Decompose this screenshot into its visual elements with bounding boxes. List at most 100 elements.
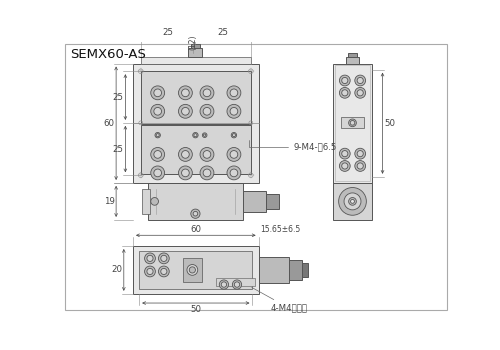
Circle shape (355, 88, 366, 98)
Bar (142, 189, 150, 214)
Circle shape (154, 107, 162, 115)
Circle shape (151, 147, 164, 161)
Circle shape (144, 266, 156, 277)
Circle shape (355, 161, 366, 172)
Circle shape (204, 134, 206, 136)
Circle shape (147, 255, 153, 261)
Circle shape (348, 119, 356, 127)
Circle shape (158, 253, 169, 264)
Bar (341, 118, 364, 128)
Text: SEMX60-AS: SEMX60-AS (70, 48, 146, 61)
Circle shape (230, 89, 238, 97)
Circle shape (203, 169, 211, 177)
Text: 60: 60 (104, 119, 115, 128)
Circle shape (350, 199, 354, 203)
Circle shape (340, 75, 350, 86)
Circle shape (155, 133, 160, 138)
Circle shape (154, 169, 162, 177)
Circle shape (340, 161, 350, 172)
Circle shape (154, 89, 162, 97)
Bar (188, 48, 202, 57)
Circle shape (221, 282, 226, 287)
Circle shape (182, 169, 190, 177)
Bar (141, 71, 251, 124)
Circle shape (342, 163, 348, 169)
Circle shape (338, 188, 366, 215)
Circle shape (147, 268, 153, 274)
Bar (191, 43, 200, 48)
Text: (12): (12) (188, 34, 198, 50)
Circle shape (182, 89, 190, 97)
Bar (290, 260, 302, 280)
Circle shape (340, 148, 350, 159)
Circle shape (156, 134, 159, 137)
Bar (333, 183, 372, 220)
Circle shape (355, 75, 366, 86)
Circle shape (151, 104, 164, 118)
Circle shape (357, 163, 364, 169)
Circle shape (178, 166, 192, 180)
Bar (302, 263, 308, 277)
Circle shape (355, 148, 366, 159)
Circle shape (232, 134, 235, 137)
Circle shape (227, 166, 241, 180)
Circle shape (178, 104, 192, 118)
Bar (266, 194, 278, 209)
Circle shape (151, 197, 158, 205)
Circle shape (230, 107, 238, 115)
Circle shape (193, 211, 198, 216)
Bar (348, 53, 357, 57)
Bar (148, 183, 243, 220)
Bar (141, 125, 251, 174)
Text: 19: 19 (104, 197, 115, 206)
Text: 25: 25 (113, 145, 124, 154)
Bar (216, 278, 254, 286)
Circle shape (231, 133, 236, 138)
Text: 20: 20 (112, 265, 122, 274)
Bar (346, 57, 360, 64)
Circle shape (161, 255, 167, 261)
Circle shape (203, 89, 211, 97)
Circle shape (200, 166, 214, 180)
Text: 15.65±6.5: 15.65±6.5 (260, 225, 300, 234)
Bar (183, 258, 202, 282)
Bar (258, 257, 290, 283)
Circle shape (227, 147, 241, 161)
Circle shape (232, 280, 241, 289)
Circle shape (192, 133, 198, 138)
Circle shape (357, 90, 364, 96)
Bar (139, 251, 252, 289)
Circle shape (340, 88, 350, 98)
Circle shape (342, 150, 348, 157)
Circle shape (182, 107, 190, 115)
Circle shape (344, 193, 361, 210)
Circle shape (194, 134, 197, 137)
Bar (141, 57, 251, 64)
Circle shape (348, 197, 356, 205)
Circle shape (234, 282, 240, 287)
Circle shape (227, 86, 241, 100)
Text: 50: 50 (384, 119, 395, 128)
Circle shape (178, 86, 192, 100)
Circle shape (191, 209, 200, 218)
Circle shape (227, 104, 241, 118)
Text: 9-M4-淸6.5: 9-M4-淸6.5 (250, 140, 336, 151)
Circle shape (220, 280, 228, 289)
Text: 4-M4沉头孔: 4-M4沉头孔 (252, 287, 308, 313)
Text: 25: 25 (162, 28, 173, 37)
Text: 25: 25 (218, 28, 228, 37)
Circle shape (203, 150, 211, 158)
Bar (333, 64, 372, 183)
Circle shape (230, 169, 238, 177)
Circle shape (187, 265, 198, 275)
Circle shape (154, 150, 162, 158)
Circle shape (158, 266, 169, 277)
Text: 60: 60 (190, 225, 202, 234)
Circle shape (230, 150, 238, 158)
Circle shape (178, 147, 192, 161)
Text: 50: 50 (190, 304, 202, 314)
Circle shape (200, 147, 214, 161)
Circle shape (151, 166, 164, 180)
Circle shape (151, 86, 164, 100)
Circle shape (350, 120, 355, 125)
